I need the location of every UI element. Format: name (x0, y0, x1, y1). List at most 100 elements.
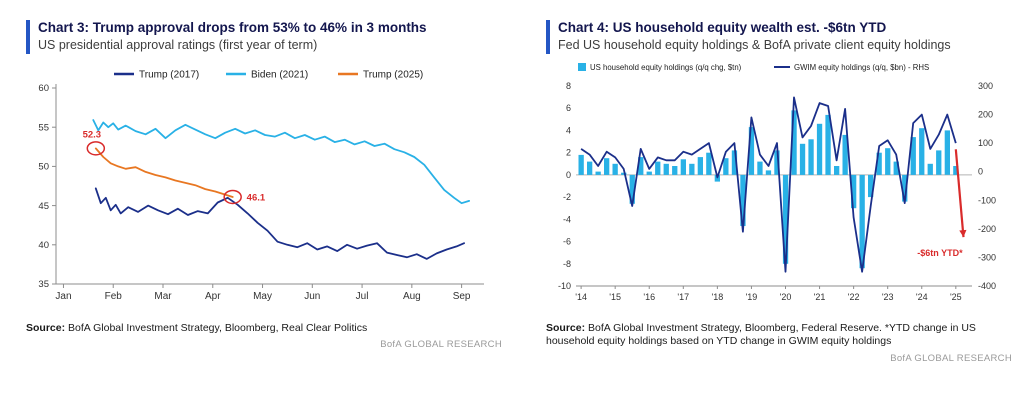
y-right-tick-label: -300 (978, 252, 996, 262)
bofa-global-research-label: BofA GLOBAL RESEARCH (380, 339, 502, 351)
series-line-trump-2025- (94, 147, 234, 198)
source-text: BofA Global Investment Strategy, Bloombe… (546, 321, 976, 348)
bar (740, 174, 746, 226)
bar (689, 163, 695, 175)
x-tick-label: '20 (780, 292, 792, 302)
y-left-tick-label: 8 (566, 81, 571, 91)
x-tick-label: '23 (882, 292, 894, 302)
bar (621, 172, 627, 175)
legend-label: Biden (2021) (251, 69, 308, 80)
y-right-tick-label: -100 (978, 195, 996, 205)
bar (876, 152, 882, 175)
annotation-label: 46.1 (247, 192, 266, 203)
bar (604, 157, 610, 175)
bar (799, 143, 806, 175)
chart4-title: Chart 4: US household equity wealth est.… (558, 20, 887, 35)
bar (757, 161, 763, 175)
bar (731, 149, 738, 175)
title-accent-bar (546, 20, 550, 54)
x-tick-label: '14 (575, 292, 587, 302)
ytd-annotation-label: -$6tn YTD* (917, 248, 963, 258)
annotation-circle (223, 189, 242, 204)
bar (944, 129, 950, 175)
annotation-label: 52.3 (83, 129, 102, 140)
bar (587, 161, 593, 175)
x-tick-label: '19 (746, 292, 758, 302)
approval-ratings-line-chart: 35 40 45 50 55 60 Jan Feb Mar Apr May Jun Jul Aug Sep T… (38, 69, 484, 302)
title-accent-bar (26, 20, 30, 54)
y-right-tick-label: -200 (978, 223, 996, 233)
y-right-tick-label: 0 (978, 166, 983, 176)
legend-label: GWIM equity holdings (q/q, $bn) - RHS (794, 63, 929, 72)
y-tick-label: 55 (38, 122, 49, 133)
x-tick-label: '24 (916, 292, 928, 302)
y-left-tick-label: 6 (566, 103, 571, 113)
chart4-panel: Chart 4: US household equity wealth est.… (546, 0, 1020, 400)
y-right-tick-label: 200 (978, 109, 993, 119)
y-left-tick-label: -8 (563, 258, 571, 268)
x-tick-label: '16 (643, 292, 655, 302)
chart3-header: Chart 3: Trump approval drops from 53% t… (26, 20, 510, 54)
bofa-global-research-label: BofA GLOBAL RESEARCH (890, 352, 1012, 364)
bar (748, 126, 755, 175)
bar (706, 152, 712, 175)
source-label: Source: (26, 321, 66, 334)
bar (834, 165, 840, 175)
bar (680, 158, 686, 175)
y-left-tick-label: -4 (563, 214, 571, 224)
x-tick-label: '17 (677, 292, 689, 302)
y-tick-label: 60 (38, 83, 49, 94)
household-equity-bars (578, 109, 959, 268)
chart3-title-block: Chart 3: Trump approval drops from 53% t… (38, 20, 427, 54)
bar (816, 123, 823, 175)
x-tick-label: '18 (712, 292, 724, 302)
y-tick-label: 50 (38, 161, 49, 172)
x-tick-label: '22 (848, 292, 860, 302)
legend-swatch-bar (578, 62, 586, 71)
equity-holdings-bar-line-chart: -10 -8 -6 -4 -2 0 2 4 6 8 -400 -300 -200 -100 0 100 200 3… (558, 62, 996, 302)
bar (868, 174, 874, 197)
annotation-circle (86, 140, 106, 156)
x-tick-label: Sep (453, 291, 471, 302)
y-right-tick-label: -400 (978, 281, 996, 291)
y-left-tick-label: 0 (566, 169, 571, 179)
chart4-title-block: Chart 4: US household equity wealth est.… (558, 20, 951, 54)
bar (893, 161, 899, 175)
y-left-tick-label: -10 (558, 281, 571, 291)
bar (902, 174, 908, 202)
bar (910, 136, 916, 175)
x-tick-label: '15 (609, 292, 621, 302)
source-label: Source: (546, 321, 586, 334)
legend-label: Trump (2025) (363, 69, 423, 80)
bar (782, 174, 789, 264)
y-tick-label: 45 (38, 200, 49, 211)
y-right-tick-label: 100 (978, 138, 993, 148)
bar (663, 163, 669, 175)
bar (774, 149, 780, 175)
legend-label: Trump (2017) (139, 69, 199, 80)
y-tick-label: 35 (38, 279, 49, 290)
bar (851, 174, 857, 208)
bar (791, 109, 797, 175)
bar (953, 165, 959, 175)
x-tick-label: Aug (403, 291, 421, 302)
bar (595, 171, 601, 175)
x-tick-label: Jun (304, 291, 320, 302)
bar (629, 174, 635, 204)
chart4-source: Source: BofA Global Investment Strategy,… (546, 322, 1020, 349)
chart4-subtitle: Fed US household equity holdings & BofA … (558, 37, 951, 52)
bar (638, 156, 644, 175)
y-left-tick-label: -6 (563, 236, 571, 246)
bar (927, 163, 933, 175)
x-tick-label: Apr (205, 291, 221, 302)
chart4-header: Chart 4: US household equity wealth est.… (546, 20, 1020, 54)
bar (646, 171, 652, 175)
source-text: BofA Global Investment Strategy, Bloombe… (65, 321, 368, 334)
x-tick-label: Jan (55, 291, 71, 302)
x-tick-label: Mar (154, 291, 172, 302)
y-left-tick-label: 4 (566, 125, 571, 135)
chart3-source: Source: BofA Global Investment Strategy,… (26, 322, 510, 336)
bar (808, 138, 814, 175)
x-tick-label: May (253, 291, 272, 302)
